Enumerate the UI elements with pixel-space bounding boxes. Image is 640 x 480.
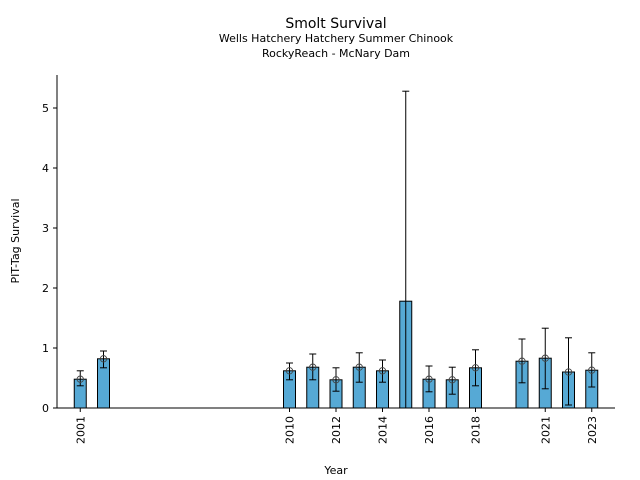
point-marker bbox=[448, 376, 456, 384]
point-marker bbox=[332, 376, 340, 384]
point-marker bbox=[99, 355, 108, 363]
point-marker bbox=[471, 364, 480, 372]
x-tick-label: 2016 bbox=[423, 416, 436, 444]
point-marker bbox=[309, 363, 317, 371]
point-marker bbox=[76, 375, 84, 383]
y-axis-label: PIT-Tag Survival bbox=[9, 198, 22, 283]
x-tick-label: 2021 bbox=[539, 416, 552, 444]
chart-title: Smolt Survival bbox=[285, 16, 386, 32]
point-marker bbox=[285, 367, 294, 375]
chart-subtitle-1: Wells Hatchery Hatchery Summer Chinook bbox=[219, 32, 454, 45]
x-tick-label: 2018 bbox=[470, 416, 483, 444]
point-marker bbox=[588, 366, 596, 374]
x-tick-label: 2012 bbox=[330, 416, 343, 444]
x-tick-label: 2023 bbox=[586, 416, 599, 444]
y-tick-label: 2 bbox=[42, 282, 49, 295]
y-tick-label: 1 bbox=[42, 342, 49, 355]
point-marker bbox=[425, 375, 433, 383]
point-marker bbox=[518, 357, 526, 365]
x-axis-label: Year bbox=[323, 464, 348, 477]
y-tick-label: 4 bbox=[42, 162, 49, 175]
point-marker bbox=[564, 368, 573, 376]
y-tick-label: 5 bbox=[42, 102, 49, 115]
x-tick-label: 2014 bbox=[377, 416, 390, 444]
chart-subtitle-2: RockyReach - McNary Dam bbox=[262, 47, 410, 60]
point-marker bbox=[378, 367, 387, 375]
x-tick-label: 2001 bbox=[74, 416, 87, 444]
point-marker bbox=[355, 363, 363, 371]
x-tick-label: 2010 bbox=[284, 416, 297, 444]
point-marker bbox=[541, 354, 549, 362]
y-tick-label: 0 bbox=[42, 402, 49, 415]
y-tick-label: 3 bbox=[42, 222, 49, 235]
